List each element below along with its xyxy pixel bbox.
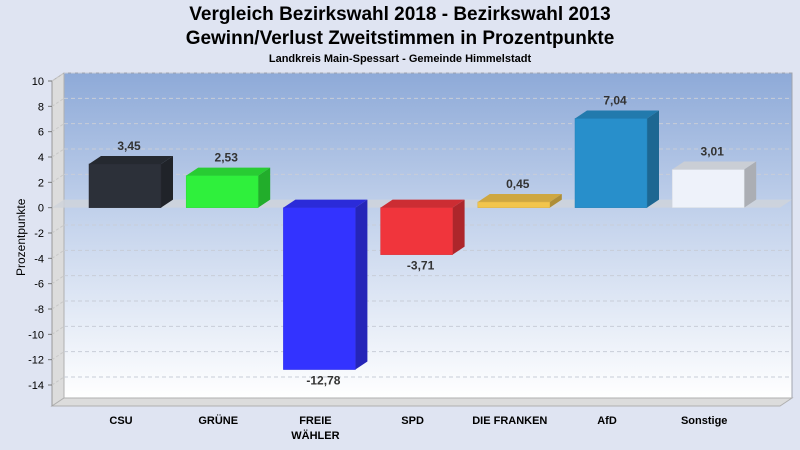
bars: [88, 110, 757, 370]
bar-side-face: [744, 161, 757, 208]
bar-top-face: [89, 155, 173, 164]
bar-top-face: [477, 193, 562, 202]
chart-caption: Landkreis Main-Spessart - Gemeinde Himme…: [268, 53, 532, 65]
y-tick-label: 2: [38, 177, 44, 189]
bar-spd: [380, 199, 465, 255]
bar-gr-ne: [185, 167, 271, 208]
bar-front-face: [88, 163, 162, 208]
x-tick-label: FREIE: [299, 415, 331, 427]
value-label: 3,01: [701, 145, 725, 159]
bar-front-face: [185, 175, 259, 208]
value-labels: 3,45 2,53 -12,78 -3,71 0,45 7,04 3,01: [117, 93, 724, 387]
bar-front-face: [671, 169, 745, 208]
bar-front-face: [380, 207, 453, 255]
x-tick-label: Sonstige: [681, 415, 727, 427]
gridline-side: [51, 97, 65, 107]
chart-title: Vergleich Bezirkswahl 2018 - Bezirkswahl…: [189, 4, 611, 25]
bar-top-face: [380, 199, 465, 208]
x-tick-label: SPD: [401, 415, 424, 427]
bar-die-franken: [477, 193, 562, 208]
value-label: 0,45: [506, 177, 530, 191]
gridline-side: [51, 300, 65, 310]
value-label: 7,04: [603, 93, 627, 107]
chart-subtitle: Gewinn/Verlust Zweitstimmen in Prozentpu…: [185, 28, 615, 49]
gridline-side: [51, 351, 65, 361]
y-tick-label: -2: [34, 228, 44, 240]
bar-side-face: [258, 167, 271, 208]
bar-top-face: [283, 199, 368, 208]
gridline-side: [51, 275, 65, 285]
y-tick-label: -10: [28, 329, 44, 341]
gridline-side: [51, 72, 65, 82]
y-tick-label: 0: [38, 203, 44, 215]
value-label: 3,45: [117, 139, 141, 153]
y-tick-label: -4: [34, 253, 44, 265]
y-tick-label: -6: [34, 279, 44, 291]
y-tick-label: 6: [38, 127, 44, 139]
gridline-side: [51, 123, 65, 133]
gridline-side: [51, 376, 65, 386]
x-tick-label: WÄHLER: [291, 429, 339, 442]
y-tick-label: -8: [34, 304, 44, 316]
bar-side-face: [549, 193, 562, 208]
bar-top-face: [186, 167, 271, 176]
y-axis: 10 8 6 4 2 0 -2 -4 -6 -8 -10 -12 -14: [28, 76, 52, 392]
value-label: -12,78: [306, 374, 340, 388]
bar-side-face: [161, 155, 173, 208]
bar-top-face: [575, 110, 659, 119]
y-tick-label: 10: [32, 76, 44, 88]
bar-side-face: [647, 110, 659, 208]
bar-front-face: [574, 118, 648, 208]
bar-csu: [88, 155, 173, 208]
y-tick-label: -14: [28, 380, 44, 392]
gridline-side: [51, 249, 65, 259]
bar-top-face: [672, 161, 757, 170]
x-tick-label: CSU: [109, 415, 132, 427]
y-tick-label: 4: [38, 152, 44, 164]
gridline-side: [51, 224, 65, 234]
bar-afd: [574, 110, 659, 208]
value-label: -3,71: [407, 259, 435, 273]
x-axis: CSU GRÜNE FREIE WÄHLER SPD DIE FRANKEN AfD Sons…: [109, 414, 727, 442]
y-tick-label: -12: [28, 355, 44, 367]
x-tick-label: DIE FRANKEN: [472, 415, 547, 427]
y-tick-label: 8: [38, 101, 44, 113]
value-label: 2,53: [215, 151, 239, 165]
bar-side-face: [355, 199, 368, 370]
gridline-side: [51, 148, 65, 158]
bar-front-face: [477, 201, 551, 208]
gridline-side: [51, 173, 65, 183]
y-axis-label: Prozentpunkte: [14, 198, 28, 276]
bar-freie-w-hler: [283, 199, 368, 370]
gridline-side: [51, 325, 65, 335]
bar-front-face: [283, 207, 356, 370]
x-tick-label: AfD: [597, 415, 617, 427]
plot-floor: [50, 397, 794, 407]
bar-sonstige: [671, 161, 757, 208]
bar-side-face: [452, 199, 465, 255]
x-tick-label: GRÜNE: [198, 414, 238, 427]
